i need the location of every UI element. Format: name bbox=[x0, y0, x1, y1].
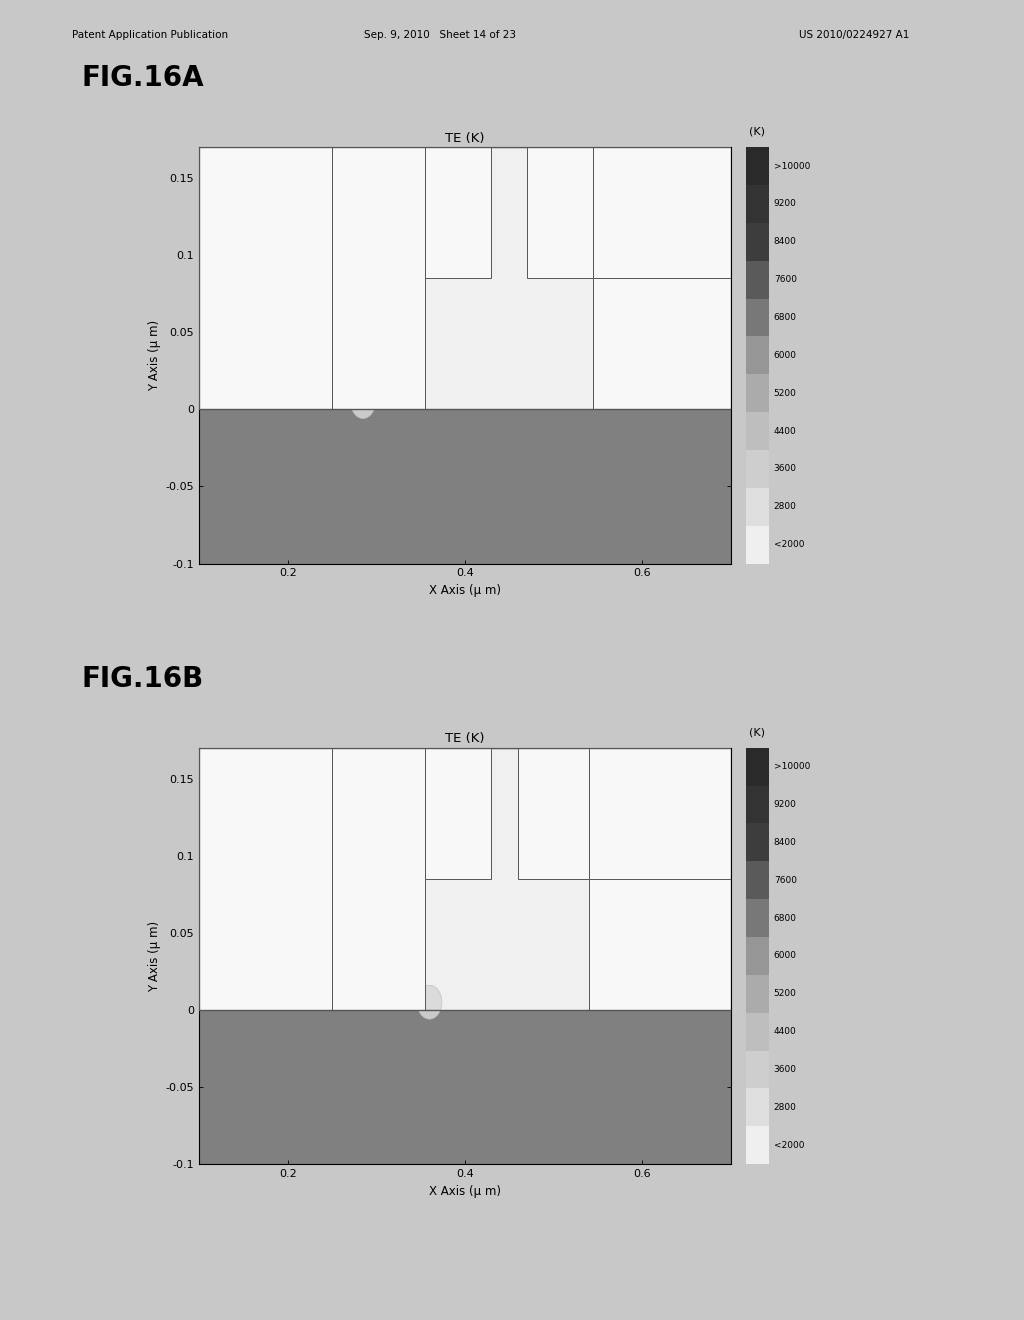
Bar bbox=[332, 147, 425, 409]
Bar bbox=[746, 375, 769, 412]
Bar bbox=[199, 409, 731, 564]
Text: 6800: 6800 bbox=[774, 313, 797, 322]
Bar bbox=[199, 147, 731, 409]
Text: 6000: 6000 bbox=[774, 952, 797, 961]
Bar bbox=[199, 147, 731, 409]
Bar bbox=[199, 747, 332, 1010]
Text: 6000: 6000 bbox=[774, 351, 797, 360]
Bar bbox=[746, 862, 769, 899]
Text: 4400: 4400 bbox=[774, 1027, 797, 1036]
Bar bbox=[199, 147, 332, 409]
Bar bbox=[425, 747, 492, 879]
Bar bbox=[518, 747, 589, 879]
Text: FIG.16B: FIG.16B bbox=[82, 665, 204, 693]
Bar bbox=[589, 747, 731, 879]
Text: 3600: 3600 bbox=[774, 1065, 797, 1074]
Y-axis label: Y Axis (μ m): Y Axis (μ m) bbox=[148, 920, 162, 991]
Bar bbox=[746, 899, 769, 937]
Bar bbox=[746, 450, 769, 488]
Text: 2800: 2800 bbox=[774, 1102, 797, 1111]
Text: <2000: <2000 bbox=[774, 540, 804, 549]
Bar bbox=[746, 1089, 769, 1126]
Bar bbox=[746, 185, 769, 223]
Bar bbox=[746, 824, 769, 862]
Text: Sep. 9, 2010   Sheet 14 of 23: Sep. 9, 2010 Sheet 14 of 23 bbox=[365, 30, 516, 41]
Text: 2800: 2800 bbox=[774, 502, 797, 511]
Text: 4400: 4400 bbox=[774, 426, 797, 436]
Text: 3600: 3600 bbox=[774, 465, 797, 474]
X-axis label: X Axis (μ m): X Axis (μ m) bbox=[429, 583, 501, 597]
Text: FIG.16A: FIG.16A bbox=[82, 65, 205, 92]
Text: Patent Application Publication: Patent Application Publication bbox=[72, 30, 227, 41]
Text: 9200: 9200 bbox=[774, 800, 797, 809]
Bar bbox=[746, 975, 769, 1012]
Bar bbox=[589, 747, 731, 1010]
Bar bbox=[746, 525, 769, 564]
Title: TE (K): TE (K) bbox=[445, 733, 484, 746]
Bar bbox=[199, 747, 731, 1010]
Bar bbox=[527, 147, 593, 279]
Text: 8400: 8400 bbox=[774, 238, 797, 247]
Text: (K): (K) bbox=[750, 727, 765, 737]
Bar bbox=[746, 937, 769, 975]
Y-axis label: Y Axis (μ m): Y Axis (μ m) bbox=[148, 319, 162, 391]
Text: >10000: >10000 bbox=[774, 161, 810, 170]
Ellipse shape bbox=[350, 384, 376, 418]
Text: 9200: 9200 bbox=[774, 199, 797, 209]
Text: 6800: 6800 bbox=[774, 913, 797, 923]
Bar bbox=[746, 785, 769, 824]
Bar bbox=[746, 337, 769, 375]
Bar bbox=[332, 747, 425, 1010]
Text: >10000: >10000 bbox=[774, 762, 810, 771]
Bar bbox=[199, 1010, 731, 1164]
Bar bbox=[746, 1051, 769, 1089]
Bar bbox=[746, 223, 769, 261]
Bar bbox=[199, 747, 731, 1010]
Bar bbox=[746, 147, 769, 185]
Bar bbox=[746, 261, 769, 298]
Bar bbox=[746, 1126, 769, 1164]
Text: 8400: 8400 bbox=[774, 838, 797, 847]
Bar bbox=[746, 298, 769, 337]
Text: US 2010/0224927 A1: US 2010/0224927 A1 bbox=[799, 30, 909, 41]
Bar bbox=[746, 488, 769, 525]
Bar bbox=[593, 147, 731, 279]
Bar bbox=[425, 147, 492, 279]
Bar bbox=[593, 147, 731, 409]
Text: 5200: 5200 bbox=[774, 989, 797, 998]
Bar bbox=[746, 747, 769, 785]
Text: 5200: 5200 bbox=[774, 388, 797, 397]
Text: 7600: 7600 bbox=[774, 875, 797, 884]
Title: TE (K): TE (K) bbox=[445, 132, 484, 145]
Bar bbox=[746, 1012, 769, 1051]
Text: (K): (K) bbox=[750, 127, 765, 136]
Text: 7600: 7600 bbox=[774, 275, 797, 284]
Bar bbox=[746, 412, 769, 450]
X-axis label: X Axis (μ m): X Axis (μ m) bbox=[429, 1184, 501, 1197]
Ellipse shape bbox=[417, 985, 442, 1019]
Text: <2000: <2000 bbox=[774, 1140, 804, 1150]
